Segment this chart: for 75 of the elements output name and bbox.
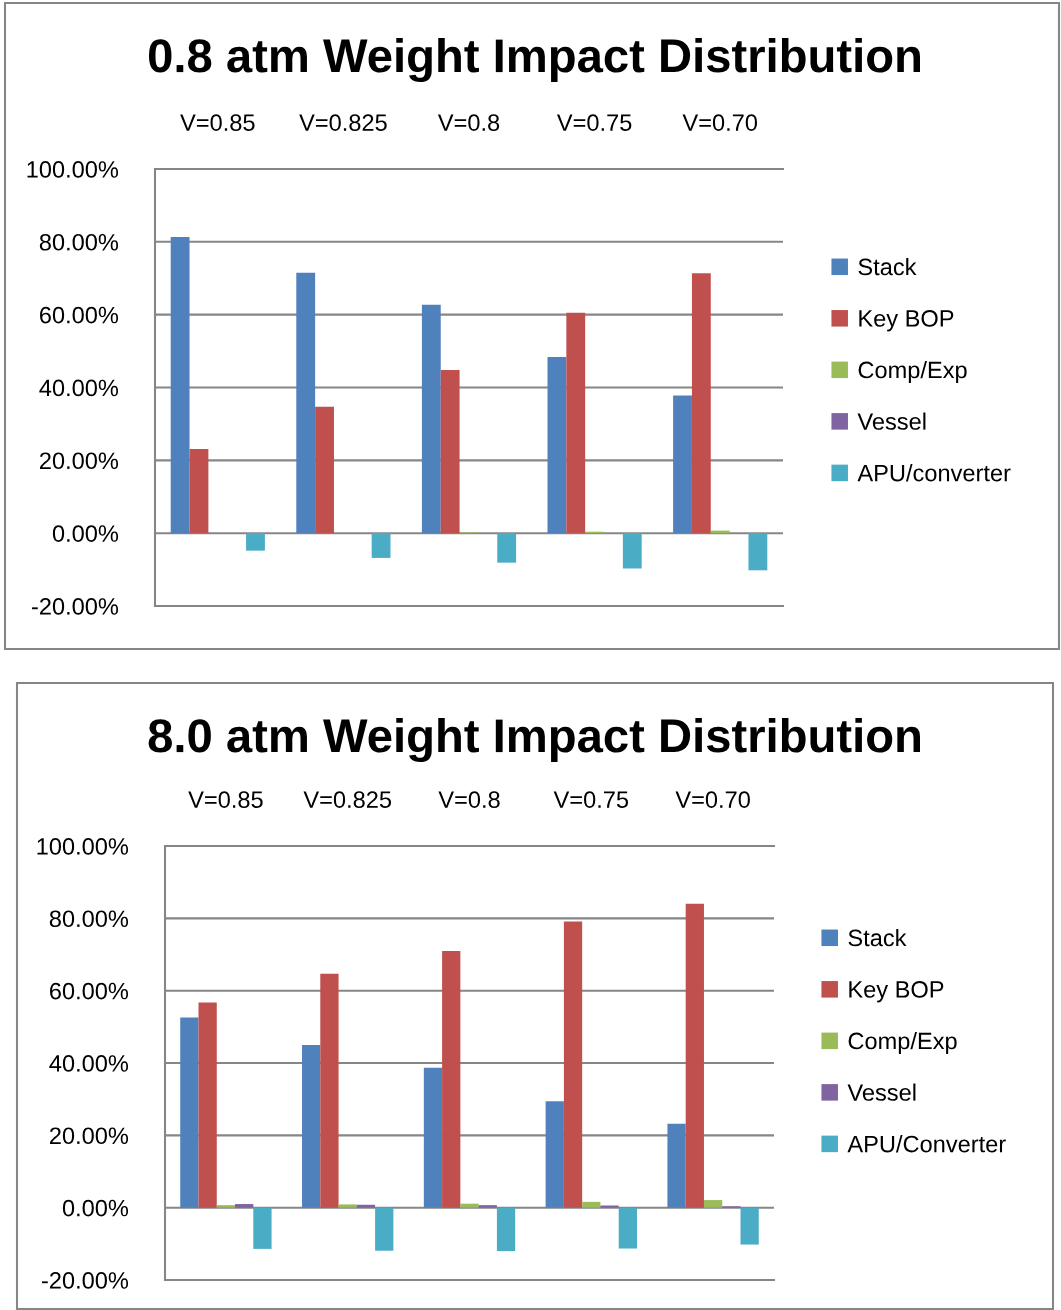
y-tick-label: 40.00% [39,379,119,397]
bar [180,1017,199,1208]
legend-label: APU/converter [857,464,1011,482]
x-tick-label: V=0.8 [437,114,500,131]
bar [748,533,768,571]
bar [442,950,461,1208]
bar [189,449,209,534]
legend-label: APU/Converter [847,1135,1006,1153]
y-tick-label: 40.00% [49,1055,129,1072]
bar [216,1205,236,1208]
bar [253,1207,272,1249]
legend-label: Vessel [857,412,926,430]
x-tick-label: V=0.85 [180,114,255,131]
bar [497,533,517,563]
y-tick-label: 60.00% [40,306,119,324]
x-tick-label: V=0.75 [556,114,632,131]
chart-title: 0.8 atm Weight Impact Distribution [149,37,920,83]
legend-label: Vessel [847,1083,916,1101]
x-tick-label: V=0.825 [299,114,387,131]
bar [246,533,265,551]
legend-label: Key BOP [859,310,954,332]
y-tick-label: 80.00% [39,233,119,251]
bar [582,1201,601,1208]
bar [356,1204,376,1208]
legend-label: Stack [858,257,917,276]
bar [673,395,692,534]
bar [460,1203,479,1208]
bar [496,1207,516,1252]
bar [545,1101,564,1208]
bar [302,1044,321,1208]
x-tick-label: V=0.825 [303,791,392,808]
bar [703,1200,723,1208]
bar [600,1205,619,1208]
bar [440,370,460,534]
bar [622,533,642,569]
bar [296,272,316,534]
bar [198,1002,217,1208]
bar [371,533,391,558]
bar [740,1207,759,1245]
y-tick-label: 100.00% [37,838,129,855]
bar [478,1205,497,1208]
bar [235,1204,254,1208]
legend-label: Comp/Exp [848,1031,957,1055]
x-tick-label: V=0.8 [438,791,500,808]
y-tick-label: 100.00% [27,161,119,178]
y-tick-label: 0.00% [62,1199,129,1217]
bar [691,273,711,534]
legend-label: Comp/Exp [858,360,967,383]
x-tick-label: V=0.75 [553,791,629,808]
bar [315,406,334,534]
bar [170,237,190,534]
y-tick-label: 60.00% [50,982,129,1000]
y-tick-label: 0.00% [52,525,119,542]
x-tick-label: V=0.70 [682,114,758,131]
bar [547,356,567,534]
bar [375,1207,394,1251]
chart-title: 8.0 atm Weight Impact Distribution [148,717,920,763]
x-tick-label: V=0.85 [188,791,263,808]
y-tick-label: 20.00% [50,1127,129,1145]
legend-label: Key BOP [849,981,944,1003]
bar [685,903,704,1208]
y-tick-label: 20.00% [40,452,119,470]
legend-label: Stack [848,928,907,947]
x-tick-label: V=0.70 [675,791,750,808]
y-tick-label: -20.00% [32,598,119,615]
bar [421,304,441,534]
bar [618,1207,637,1249]
bar [338,1204,357,1208]
bar [423,1067,443,1208]
bar [566,312,586,534]
bar [563,921,583,1208]
y-tick-label: 80.00% [49,910,129,928]
bar [320,973,339,1208]
y-tick-label: -20.00% [42,1272,129,1289]
bar [667,1123,686,1208]
